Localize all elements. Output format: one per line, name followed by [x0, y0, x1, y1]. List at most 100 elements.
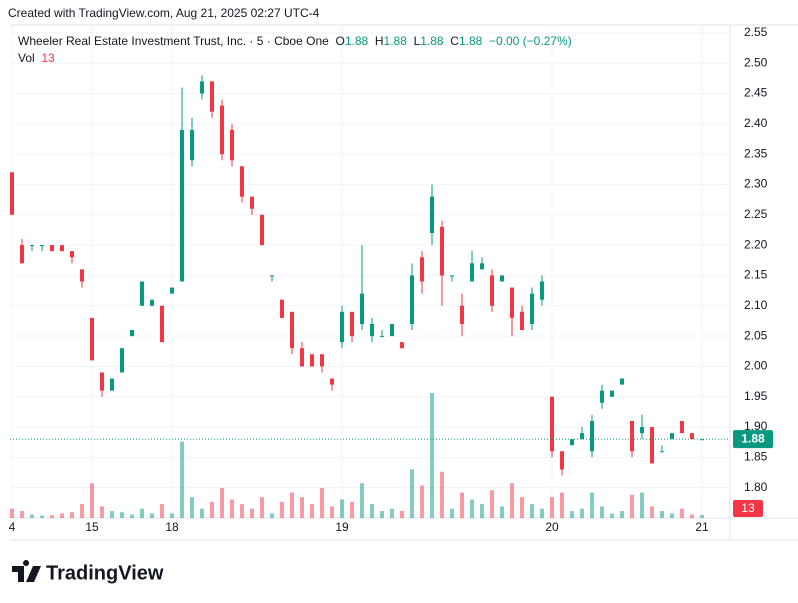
candle-body	[620, 378, 624, 385]
candle-body	[120, 348, 124, 373]
candle-body	[210, 81, 214, 112]
volume-bar	[510, 483, 514, 518]
volume-bar	[180, 441, 184, 518]
y-tick-label: 2.20	[744, 237, 768, 251]
candle-body	[90, 317, 94, 361]
volume-bar	[650, 506, 654, 518]
logo-icon	[12, 560, 41, 582]
candle-body	[600, 390, 604, 403]
volume-bar	[100, 506, 104, 518]
volume-bar	[240, 504, 244, 518]
candle-body	[410, 275, 414, 324]
candle-body	[530, 293, 534, 324]
y-tick-label: 2.45	[744, 86, 768, 100]
volume-bar	[320, 487, 324, 518]
candle-body	[650, 427, 654, 464]
volume-label-box	[733, 500, 763, 517]
candle-body	[660, 451, 664, 453]
volume-bar	[30, 514, 34, 518]
y-tick-label: 2.50	[744, 55, 768, 69]
volume-bar	[330, 506, 334, 518]
y-tick-label: 1.80	[744, 480, 768, 494]
low-value: 1.88	[420, 34, 444, 48]
y-tick-label: 2.15	[744, 268, 768, 282]
legend: Wheeler Real Estate Investment Trust, In…	[18, 34, 572, 65]
volume-bar	[410, 469, 414, 518]
volume-bar	[150, 513, 154, 518]
logo: TradingView	[12, 560, 164, 584]
candle-body	[160, 305, 164, 343]
volume-bar	[440, 471, 444, 518]
candle-body	[370, 323, 374, 337]
volume-bar	[590, 492, 594, 518]
volume-bar	[700, 514, 704, 518]
x-tick-label: 21	[695, 520, 709, 534]
candle-body	[550, 396, 554, 452]
candle-body	[140, 281, 144, 306]
close-value: 1.88	[458, 34, 483, 48]
candle-body	[540, 281, 544, 300]
logo-text: TradingView	[46, 562, 164, 584]
candle-body	[510, 287, 514, 318]
volume-bar	[680, 508, 684, 518]
volume-bar	[530, 504, 534, 518]
y-tick-label: 2.25	[744, 207, 768, 221]
volume-bar	[640, 492, 644, 518]
candle-body	[270, 275, 274, 277]
candle-body	[640, 427, 644, 434]
candle-body	[180, 129, 184, 282]
candle-body	[690, 433, 694, 440]
candle-body	[190, 129, 194, 161]
y-tick-label: 2.05	[744, 328, 768, 342]
volume-bar	[60, 513, 64, 518]
candle-body	[400, 342, 404, 349]
y-tick-label: 2.10	[744, 298, 768, 312]
volume-bar	[230, 499, 234, 518]
candle-body	[630, 420, 634, 452]
volume-bar	[280, 501, 284, 518]
volume-bar	[540, 508, 544, 518]
open-value: 1.88	[344, 34, 369, 48]
candle-body	[80, 269, 84, 282]
y-tick-label: 1.95	[744, 389, 768, 403]
candle-body	[490, 275, 494, 306]
candle-body	[680, 420, 684, 434]
volume-bar	[290, 492, 294, 518]
candle-body	[130, 330, 134, 337]
x-tick-label: 15	[85, 520, 99, 534]
volume-bar	[20, 511, 24, 518]
candle-body	[320, 354, 324, 367]
y-tick-label: 2.55	[744, 25, 768, 39]
candle-body	[480, 263, 484, 270]
x-tick-label: 4	[9, 520, 16, 534]
candle-body	[310, 354, 314, 367]
low-letter: L	[413, 34, 421, 48]
candle-body	[300, 348, 304, 367]
candle-body	[200, 81, 204, 94]
volume-bar	[210, 501, 214, 518]
candle-body	[560, 451, 564, 470]
y-tick-label: 2.30	[744, 177, 768, 191]
volume-bar	[550, 497, 554, 518]
candle-body	[380, 336, 384, 338]
volume-bar	[200, 508, 204, 518]
volume-bar	[560, 492, 564, 518]
y-tick-label: 2.40	[744, 116, 768, 130]
volume-bar	[620, 511, 624, 518]
candle-body	[230, 129, 234, 161]
candle-body	[440, 226, 444, 276]
candle-body	[360, 293, 364, 324]
volume-bar	[50, 515, 54, 518]
candle-body	[150, 299, 154, 306]
volume-bar	[70, 512, 74, 518]
volume-bar	[160, 504, 164, 518]
high-letter: H	[374, 34, 384, 48]
volume-value: 13	[41, 51, 55, 65]
candle-body	[220, 105, 224, 155]
volume-bar	[340, 499, 344, 518]
candle-body	[700, 439, 704, 441]
volume-bar	[490, 490, 494, 518]
volume-bar	[430, 393, 434, 518]
